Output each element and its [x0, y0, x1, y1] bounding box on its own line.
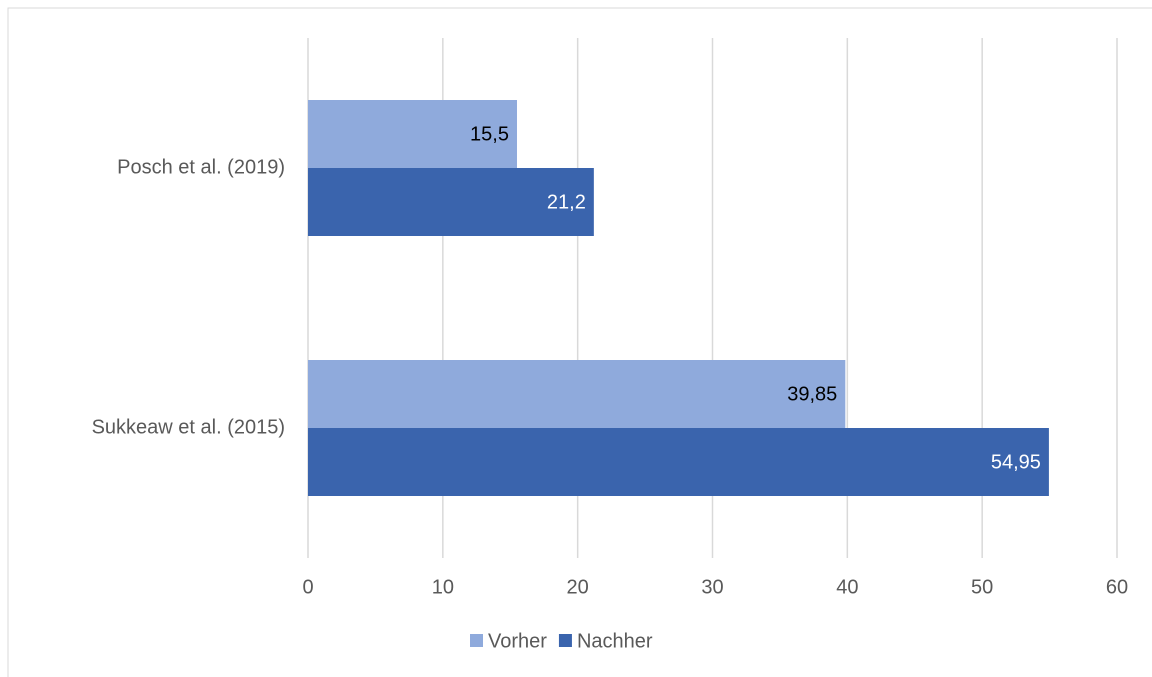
legend-label: Vorher	[488, 630, 547, 652]
x-tick-label: 0	[302, 576, 313, 598]
x-tick-label: 10	[432, 576, 454, 598]
bar	[308, 168, 594, 236]
x-tick-label: 50	[971, 576, 993, 598]
x-tick-label: 20	[567, 576, 589, 598]
legend-swatch	[558, 634, 572, 647]
y-tick-label: Sukkeaw et al. (2015)	[92, 416, 285, 438]
x-tick-label: 60	[1106, 576, 1128, 598]
legend-swatch	[470, 634, 483, 647]
data-label: 39,85	[787, 383, 837, 405]
x-tick-label: 30	[701, 576, 723, 598]
data-label: 54,95	[991, 451, 1041, 473]
legend-label: Nachher	[577, 630, 653, 652]
x-tick-label: 40	[836, 576, 858, 598]
bar	[308, 428, 1049, 496]
data-label: 15,5	[470, 123, 509, 145]
chart-frame	[7, 7, 1152, 677]
bar	[308, 100, 517, 168]
y-tick-label: Posch et al. (2019)	[117, 156, 285, 178]
data-label: 21,2	[547, 191, 586, 213]
bar	[308, 360, 846, 428]
